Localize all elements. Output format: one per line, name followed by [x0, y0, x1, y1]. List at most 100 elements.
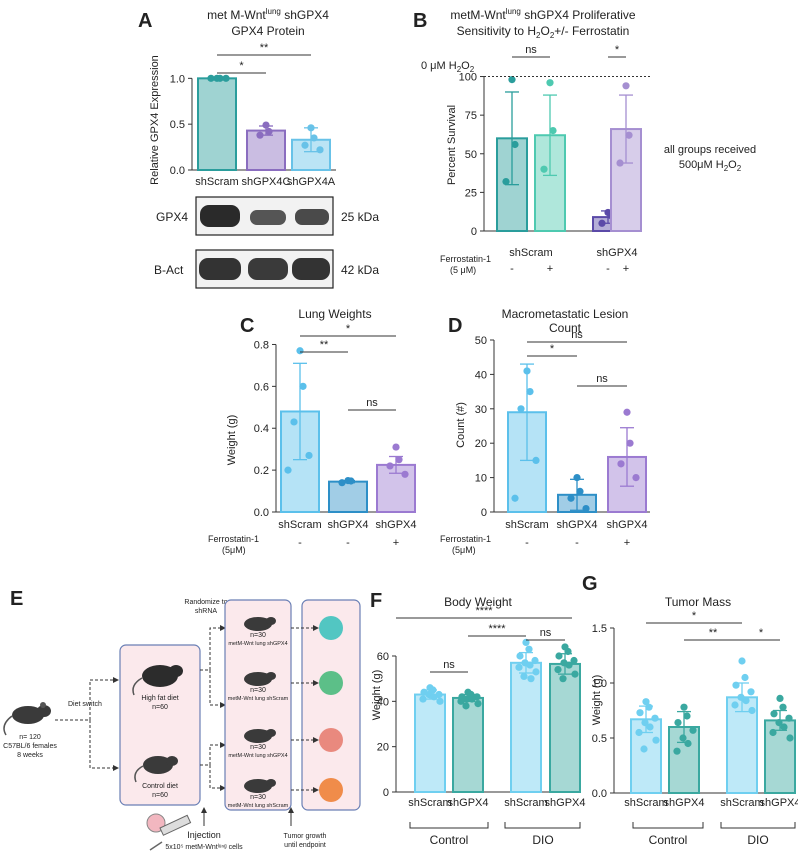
group-label: Control [649, 833, 688, 847]
group-bracket [409, 822, 489, 829]
panel-d-title-line2: Count [549, 321, 582, 335]
data-point [436, 697, 444, 705]
data-point [567, 494, 575, 502]
data-point [673, 747, 681, 755]
panel-a-title-line2: GPX4 Protein [231, 24, 304, 38]
data-point [474, 700, 482, 708]
data-point [262, 121, 270, 129]
category-label: shGPX4 [376, 519, 417, 531]
ferrostatin-sign: - [606, 263, 610, 275]
significance-marker: ns [540, 627, 552, 639]
data-point [554, 666, 562, 674]
group-label: shScram [509, 247, 552, 259]
data-point [299, 382, 307, 390]
data-point [680, 703, 688, 711]
significance-marker: * [692, 610, 697, 622]
arm-label: metM-Wnt lung shScram [228, 696, 289, 702]
data-point [222, 74, 230, 82]
data-point [623, 408, 631, 416]
data-point [516, 652, 524, 660]
category-label: shGPX4 [760, 797, 798, 809]
panel-f: F Body Weight Weight (g) 0204060shScrams… [370, 590, 585, 847]
panel-b-ylabel: Percent Survival [446, 105, 458, 185]
panel-c-ferrostatin-label: Ferrostatin-1 [208, 534, 259, 544]
mouse-head [266, 672, 276, 680]
mice-strain: C57BL/6 females [3, 743, 57, 750]
data-point [564, 647, 572, 656]
bar [414, 693, 446, 793]
data-point [786, 734, 794, 742]
panel-b-title-line2: Sensitivity to H2O2+/- Ferrostatin [457, 24, 630, 40]
gpx4-band [250, 210, 286, 225]
data-point [310, 134, 318, 142]
data-point [532, 668, 540, 676]
mouse-head [266, 729, 276, 737]
panel-g-ylabel: Weight (g) [591, 675, 603, 726]
y-tick-label: 1.0 [170, 73, 185, 85]
significance-marker: ns [596, 373, 608, 385]
data-point [576, 487, 584, 495]
bar [328, 480, 368, 513]
data-point [508, 76, 516, 84]
tumor-icon [319, 671, 343, 695]
data-point [347, 477, 355, 485]
data-point [307, 124, 315, 132]
tumor-icons [319, 616, 343, 802]
data-point [522, 638, 530, 647]
panel-g-letter: G [582, 573, 598, 595]
data-point [523, 367, 531, 375]
arm-label: metM-Wnt lung shGPX4 [228, 641, 287, 647]
data-point [642, 698, 650, 706]
data-point [565, 661, 573, 669]
data-point [732, 681, 740, 689]
blot-row-label-gpx4: GPX4 [156, 210, 188, 224]
significance-marker: ns [525, 44, 537, 56]
data-point [531, 656, 539, 665]
panel-f-ylabel: Weight (g) [371, 670, 383, 721]
data-point [640, 745, 648, 753]
data-point [769, 728, 777, 737]
group-bracket [720, 822, 796, 829]
data-point [570, 656, 578, 665]
significance-marker: * [550, 343, 555, 355]
data-point [526, 661, 534, 669]
data-point [401, 470, 409, 478]
mouse-head [266, 779, 276, 787]
bact-band [292, 258, 330, 280]
data-point [635, 728, 643, 737]
data-point [256, 131, 264, 139]
ferrostatin-sign: - [525, 537, 529, 549]
panel-c-ylabel: Weight (g) [226, 415, 238, 466]
hfd-label: High fat diet [141, 695, 178, 702]
panel-d-title-line1: Macrometastatic Lesion [502, 307, 629, 321]
mouse-icon [134, 756, 178, 783]
panel-b-ferrostatin-dose: (5 μM) [450, 265, 476, 275]
arm-count: n=30 [250, 744, 266, 751]
data-point [463, 695, 471, 703]
ferrostatin-sign: + [624, 537, 630, 549]
category-label: shScram [505, 519, 548, 531]
data-point [216, 74, 224, 82]
tumor-icon [319, 778, 343, 802]
data-point [626, 439, 634, 447]
data-point [525, 645, 533, 653]
group-label: shGPX4 [597, 247, 638, 259]
bact-band [248, 258, 288, 280]
mice-count: n= 120 [19, 734, 41, 741]
significance-marker: **** [488, 623, 506, 635]
data-point [748, 706, 756, 715]
significance-marker: ns [366, 397, 378, 409]
data-point [419, 695, 427, 703]
tumor-growth-label: Tumor growth [284, 833, 327, 840]
category-label: shScram [504, 797, 547, 809]
y-tick-label: 1.5 [592, 623, 607, 635]
data-point [520, 672, 528, 681]
panel-b: B metM-Wntlung shGPX4 Proliferative Sens… [413, 7, 756, 275]
data-point [645, 703, 653, 711]
y-tick-label: 0 [383, 787, 389, 799]
data-point [738, 657, 746, 665]
outcome-box [301, 599, 361, 811]
y-tick-label: 20 [377, 742, 389, 754]
